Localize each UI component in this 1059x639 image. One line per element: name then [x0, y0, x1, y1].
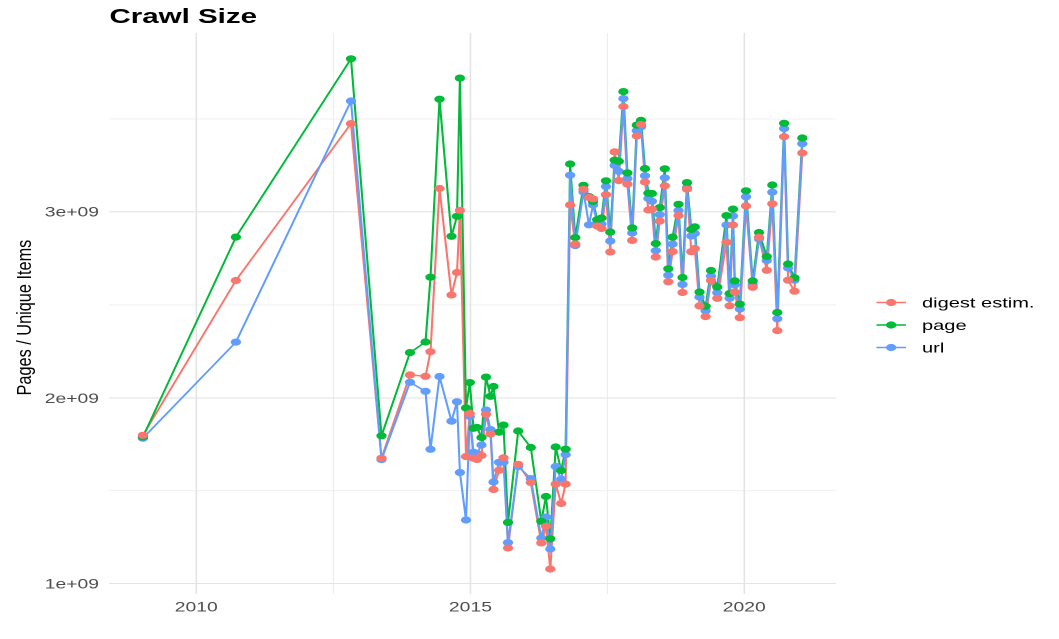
svg-text:url: url — [922, 339, 944, 355]
svg-text:Pages / Unique Items: Pages / Unique Items — [13, 240, 35, 396]
svg-text:page: page — [922, 317, 967, 333]
svg-text:2020: 2020 — [723, 599, 766, 614]
svg-text:2015: 2015 — [449, 599, 492, 614]
svg-text:digest estim.: digest estim. — [922, 294, 1035, 310]
svg-text:Crawl Size: Crawl Size — [109, 5, 257, 28]
svg-text:2e+09: 2e+09 — [45, 391, 99, 406]
svg-text:2010: 2010 — [175, 599, 218, 614]
svg-text:1e+09: 1e+09 — [45, 576, 99, 591]
svg-text:3e+09: 3e+09 — [45, 205, 99, 220]
